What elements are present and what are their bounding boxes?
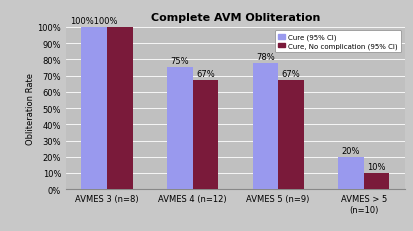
Bar bbox=[81, 28, 107, 189]
Text: 100%100%: 100%100% bbox=[71, 17, 118, 26]
Text: 10%: 10% bbox=[367, 162, 386, 171]
Y-axis label: Obliteration Rate: Obliteration Rate bbox=[26, 73, 35, 144]
Title: Complete AVM Obliteration: Complete AVM Obliteration bbox=[151, 13, 320, 23]
Bar bbox=[192, 81, 218, 189]
Text: 67%: 67% bbox=[282, 70, 300, 79]
Text: 78%: 78% bbox=[256, 52, 275, 61]
Bar bbox=[338, 157, 364, 189]
Bar bbox=[364, 173, 389, 189]
Text: 75%: 75% bbox=[171, 57, 189, 66]
Text: 67%: 67% bbox=[196, 70, 215, 79]
Legend: Cure (95% CI), Cure, No complication (95% CI): Cure (95% CI), Cure, No complication (95… bbox=[275, 31, 401, 53]
Bar bbox=[167, 68, 192, 189]
Bar bbox=[252, 63, 278, 189]
Text: 20%: 20% bbox=[342, 146, 360, 155]
Bar bbox=[278, 81, 304, 189]
Bar bbox=[107, 28, 133, 189]
